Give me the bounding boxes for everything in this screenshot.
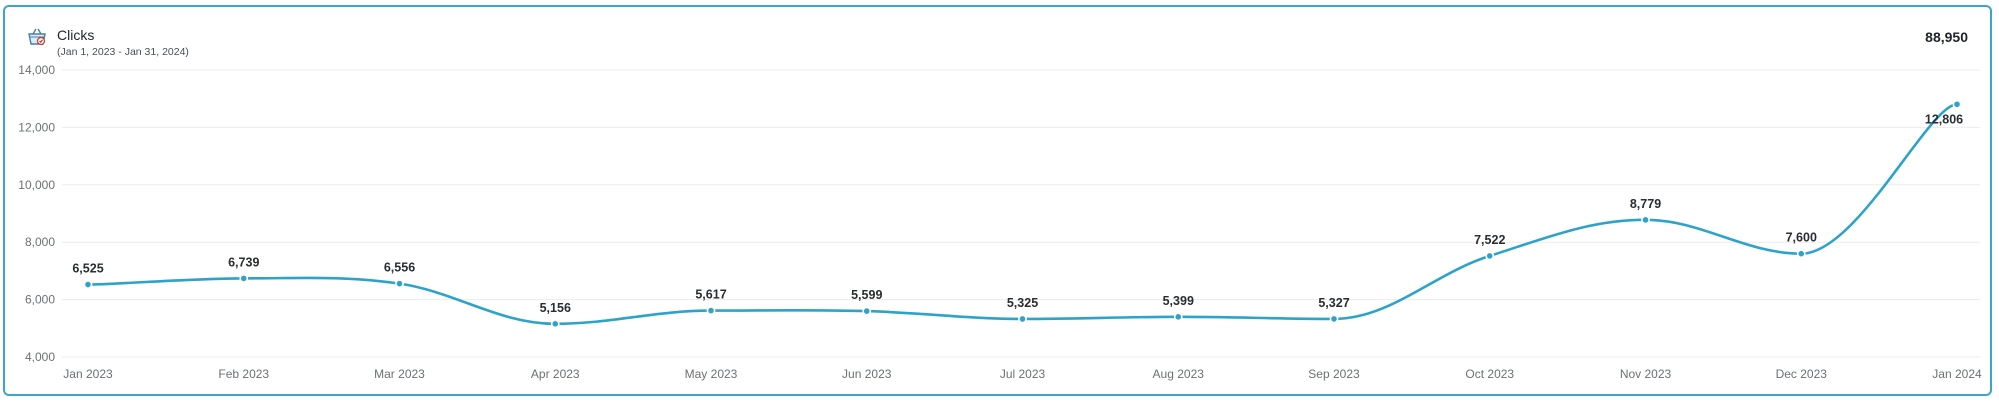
data-label: 7,522 [1474, 233, 1505, 247]
shopping-basket-icon [28, 28, 46, 46]
data-label: 6,525 [72, 262, 103, 276]
data-label: 8,779 [1630, 197, 1661, 211]
data-point [1329, 314, 1339, 324]
data-labels: 6,525 6,739 6,556 5,156 5,617 5,599 5,325 5,399… [72, 112, 1963, 315]
data-point [1018, 314, 1027, 324]
gridlines [62, 69, 1980, 358]
data-label: 5,327 [1318, 296, 1349, 310]
data-point [706, 306, 716, 315]
x-tick-label: Jun 2023 [842, 367, 892, 381]
data-point [395, 279, 404, 289]
x-tick-label: Oct 2023 [1465, 367, 1514, 381]
data-point [1485, 251, 1495, 261]
y-tick-label: 4,000 [25, 350, 55, 364]
x-tick-label: Jan 2023 [63, 367, 113, 381]
y-tick-label: 10,000 [18, 178, 55, 192]
x-tick-label: Feb 2023 [218, 367, 269, 381]
data-point [1173, 312, 1183, 322]
x-axis-ticks: Jan 2023 Feb 2023 Mar 2023 Apr 2023 May 2023… [63, 367, 1982, 381]
x-tick-label: Jul 2023 [1000, 367, 1046, 381]
data-label: 5,399 [1163, 294, 1194, 308]
data-label: 6,556 [384, 261, 415, 275]
data-label: 7,600 [1786, 231, 1817, 245]
data-label: 5,617 [695, 288, 726, 302]
data-label: 5,599 [851, 288, 882, 302]
data-point [1952, 99, 1962, 109]
data-point [239, 273, 249, 283]
chart-title: Clicks [57, 27, 95, 43]
data-points [83, 99, 1962, 329]
series-line [87, 102, 1958, 326]
data-label: 5,325 [1007, 296, 1038, 310]
y-tick-label: 14,000 [18, 63, 55, 77]
x-tick-label: Aug 2023 [1153, 367, 1205, 381]
y-tick-label: 6,000 [25, 293, 55, 307]
x-tick-label: Apr 2023 [531, 367, 580, 381]
y-tick-label: 12,000 [18, 120, 55, 134]
data-point [862, 306, 872, 316]
data-label: 5,156 [540, 301, 571, 315]
x-tick-label: Jan 2024 [1932, 367, 1982, 381]
x-tick-label: Nov 2023 [1620, 367, 1672, 381]
y-tick-label: 8,000 [25, 235, 55, 249]
data-label: 6,739 [228, 255, 259, 269]
y-axis-ticks: 4,000 6,000 8,000 10,000 12,000 14,000 [18, 63, 55, 364]
data-point [550, 319, 560, 329]
data-label: 12,806 [1925, 112, 1963, 126]
data-point [1641, 215, 1650, 225]
x-tick-label: May 2023 [685, 367, 738, 381]
total-clicks: 88,950 [1925, 29, 1968, 45]
data-point [83, 280, 93, 289]
x-tick-label: Dec 2023 [1776, 367, 1828, 381]
x-tick-label: Mar 2023 [374, 367, 425, 381]
x-tick-label: Sep 2023 [1308, 367, 1360, 381]
data-point [1796, 249, 1806, 259]
date-range: (Jan 1, 2023 - Jan 31, 2024) [57, 46, 189, 58]
